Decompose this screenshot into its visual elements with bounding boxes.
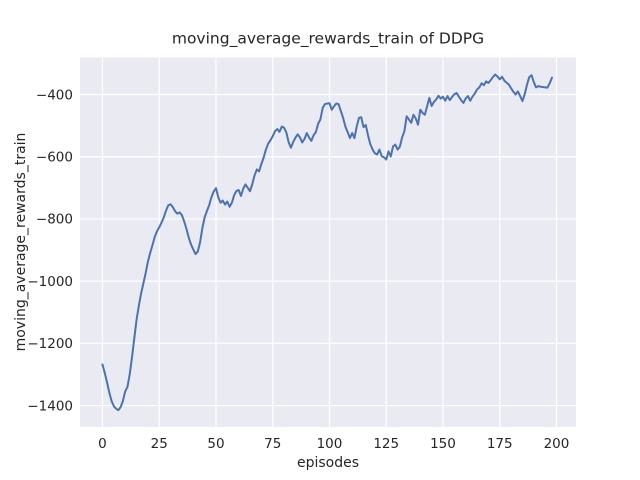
plot-area bbox=[80, 57, 576, 427]
y-tick-label: −1200 bbox=[27, 336, 73, 352]
x-tick-label: 0 bbox=[98, 436, 107, 452]
y-axis-label: moving_average_rewards_train bbox=[13, 133, 29, 352]
x-tick-label: 25 bbox=[151, 436, 168, 452]
x-tick-label: 175 bbox=[487, 436, 513, 452]
x-tick-label: 100 bbox=[317, 436, 343, 452]
y-tick-label: −1000 bbox=[27, 274, 73, 290]
y-tick-label: −400 bbox=[36, 87, 73, 103]
x-axis-label: episodes bbox=[297, 455, 359, 471]
y-tick-label: −1400 bbox=[27, 398, 73, 414]
chart-title: moving_average_rewards_train of DDPG bbox=[172, 30, 484, 49]
x-tick-label: 150 bbox=[430, 436, 456, 452]
x-tick-label: 75 bbox=[264, 436, 281, 452]
y-tick-label: −600 bbox=[36, 150, 73, 166]
data-line-DDPG bbox=[101, 73, 553, 412]
y-tick-label: −800 bbox=[36, 212, 73, 228]
x-tick-label: 50 bbox=[207, 436, 224, 452]
x-tick-label: 125 bbox=[373, 436, 399, 452]
x-tick-label: 200 bbox=[544, 436, 570, 452]
